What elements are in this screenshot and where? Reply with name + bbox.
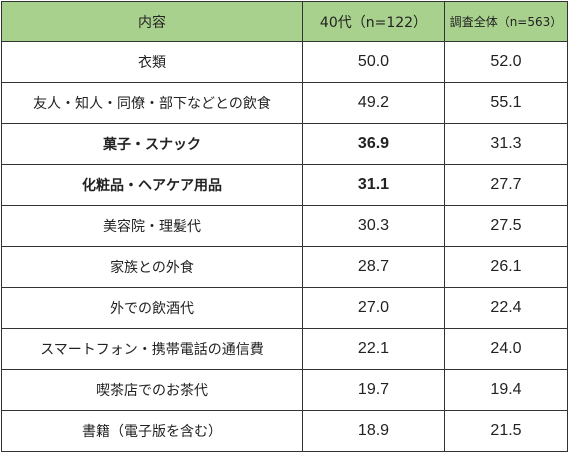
row-forties-value: 22.1 — [302, 328, 445, 370]
row-item: 喫茶店でのお茶代 — [1, 369, 303, 411]
row-item: 外での飲酒代 — [1, 287, 303, 329]
table-row: 喫茶店でのお茶代 19.7 19.4 — [1, 369, 568, 411]
row-forties-value: 31.1 — [302, 164, 445, 206]
table-row: 美容院・理髪代 30.3 27.5 — [1, 205, 568, 247]
row-forties-value: 30.3 — [302, 205, 445, 247]
row-total-value: 22.4 — [444, 287, 568, 329]
table-row: 衣類 50.0 52.0 — [1, 41, 568, 83]
table-row: 外での飲酒代 27.0 22.4 — [1, 287, 568, 329]
row-item: 菓子・スナック — [1, 123, 303, 165]
row-total-value: 27.7 — [444, 164, 568, 206]
table-row: 友人・知人・同僚・部下などとの飲食 49.2 55.1 — [1, 82, 568, 124]
row-total-value: 27.5 — [444, 205, 568, 247]
row-total-value: 26.1 — [444, 246, 568, 288]
row-item: 化粧品・ヘアケア用品 — [1, 164, 303, 206]
row-forties-value: 50.0 — [302, 41, 445, 83]
row-item: 家族との外食 — [1, 246, 303, 288]
row-item: 衣類 — [1, 41, 303, 83]
table-row: 書籍（電子版を含む） 18.9 21.5 — [1, 410, 568, 452]
row-item: 美容院・理髪代 — [1, 205, 303, 247]
row-total-value: 31.3 — [444, 123, 568, 165]
row-forties-value: 18.9 — [302, 410, 445, 452]
row-total-value: 21.5 — [444, 410, 568, 452]
row-forties-value: 19.7 — [302, 369, 445, 411]
row-item: スマートフォン・携帯電話の通信費 — [1, 328, 303, 370]
table-row: 菓子・スナック 36.9 31.3 — [1, 123, 568, 165]
row-forties-value: 27.0 — [302, 287, 445, 329]
row-total-value: 24.0 — [444, 328, 568, 370]
row-item: 友人・知人・同僚・部下などとの飲食 — [1, 82, 303, 124]
table-row: スマートフォン・携帯電話の通信費 22.1 24.0 — [1, 328, 568, 370]
row-total-value: 19.4 — [444, 369, 568, 411]
row-forties-value: 36.9 — [302, 123, 445, 165]
header-item: 内容 — [1, 1, 303, 42]
row-total-value: 55.1 — [444, 82, 568, 124]
table-row: 化粧品・ヘアケア用品 31.1 27.7 — [1, 164, 568, 206]
row-forties-value: 28.7 — [302, 246, 445, 288]
header-total: 調査全体（n=563） — [444, 1, 568, 42]
row-total-value: 52.0 — [444, 41, 568, 83]
row-item: 書籍（電子版を含む） — [1, 410, 303, 452]
table-row: 家族との外食 28.7 26.1 — [1, 246, 568, 288]
header-forties: 40代（n=122） — [302, 1, 445, 42]
row-forties-value: 49.2 — [302, 82, 445, 124]
header-row: 内容 40代（n=122） 調査全体（n=563） — [1, 1, 568, 42]
